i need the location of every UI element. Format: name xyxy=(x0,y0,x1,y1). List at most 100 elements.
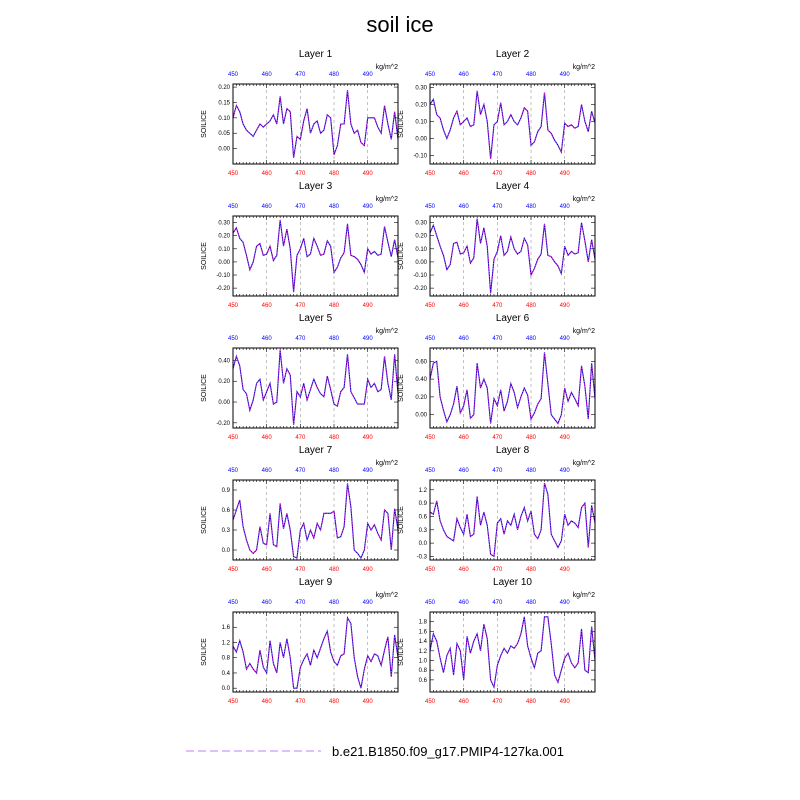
x-tick-label-bottom: 480 xyxy=(329,303,340,309)
y-tick-label: -0.10 xyxy=(216,273,230,279)
y-tick-label: 0.6 xyxy=(419,514,428,520)
plot-frame xyxy=(429,83,596,165)
x-tick-label-bottom: 490 xyxy=(363,699,374,705)
y-tick-label: 0.8 xyxy=(419,668,428,674)
x-tick-label-top: 490 xyxy=(560,72,571,78)
x-tick-label-top: 490 xyxy=(560,204,571,210)
panel-layer-8: Layer 8 kg/m^2 450 450 460 460 470 470 480 480 490… xyxy=(398,445,596,573)
x-tick-label-top: 480 xyxy=(329,468,340,474)
x-tick-label-bottom: 460 xyxy=(459,435,470,441)
y-tick-label: 0.0 xyxy=(222,548,231,554)
panel-layer-3: Layer 3 kg/m^2 450 450 460 460 470 470 480 480 490… xyxy=(201,181,399,309)
y-tick-label: -0.3 xyxy=(417,554,428,560)
series-line xyxy=(429,352,596,425)
unit-label: kg/m^2 xyxy=(376,196,398,203)
y-tick-label: 0.9 xyxy=(419,501,428,507)
x-tick-label-top: 470 xyxy=(295,72,306,78)
x-tick-label-bottom: 470 xyxy=(492,567,503,573)
series-line-dotted xyxy=(232,350,399,425)
y-tick-label: 0.3 xyxy=(222,528,231,534)
x-tick-label-bottom: 450 xyxy=(228,699,239,705)
x-tick-label-top: 490 xyxy=(560,600,571,606)
series-line xyxy=(232,350,399,425)
x-tick-label-top: 480 xyxy=(329,600,340,606)
x-tick-label-bottom: 480 xyxy=(329,699,340,705)
panel-title: Layer 2 xyxy=(496,49,530,60)
x-tick-label-top: 470 xyxy=(295,204,306,210)
y-tick-label: 0.20 xyxy=(218,85,230,91)
x-tick-label-bottom: 450 xyxy=(425,699,436,705)
x-tick-label-bottom: 480 xyxy=(329,435,340,441)
y-tick-label: 1.8 xyxy=(419,620,428,626)
x-tick-label-bottom: 460 xyxy=(262,435,273,441)
series-line xyxy=(429,90,596,159)
y-tick-label: 0.00 xyxy=(218,260,230,266)
x-tick-label-top: 460 xyxy=(262,204,273,210)
x-tick-label-top: 480 xyxy=(329,72,340,78)
unit-label: kg/m^2 xyxy=(376,64,398,71)
plot-frame xyxy=(429,611,596,693)
panel-layer-4: Layer 4 kg/m^2 450 450 460 460 470 470 480 480 490… xyxy=(398,181,596,309)
panel-title: Layer 3 xyxy=(299,181,333,192)
y-axis-label: SOILICE xyxy=(201,110,208,138)
y-tick-label: 1.6 xyxy=(222,625,231,631)
y-tick-label: 0.00 xyxy=(415,260,427,266)
y-axis-label: SOILICE xyxy=(398,374,405,402)
y-tick-label: 0.40 xyxy=(218,358,230,364)
unit-label: kg/m^2 xyxy=(376,592,398,599)
x-tick-label-top: 450 xyxy=(228,204,239,210)
series-line xyxy=(232,219,399,293)
x-tick-label-bottom: 490 xyxy=(363,567,374,573)
x-tick-label-top: 470 xyxy=(492,600,503,606)
x-tick-label-top: 450 xyxy=(425,468,436,474)
x-tick-label-top: 460 xyxy=(459,468,470,474)
x-tick-label-bottom: 490 xyxy=(363,435,374,441)
figure-title: soil ice xyxy=(366,12,433,37)
x-tick-label-bottom: 470 xyxy=(492,303,503,309)
y-tick-label: 0.60 xyxy=(415,359,427,365)
x-tick-label-bottom: 490 xyxy=(560,303,571,309)
panel-title: Layer 8 xyxy=(496,445,530,456)
y-tick-label: 0.00 xyxy=(218,400,230,406)
x-tick-label-top: 470 xyxy=(492,204,503,210)
unit-label: kg/m^2 xyxy=(376,460,398,467)
panel-title: Layer 9 xyxy=(299,577,333,588)
y-tick-label: 1.4 xyxy=(419,639,428,645)
y-tick-label: -0.20 xyxy=(413,286,427,292)
series-line xyxy=(232,483,399,560)
x-tick-label-bottom: 450 xyxy=(228,303,239,309)
x-tick-label-top: 460 xyxy=(459,204,470,210)
series-line-dotted xyxy=(429,482,596,558)
x-tick-label-bottom: 450 xyxy=(228,567,239,573)
x-tick-label-bottom: 470 xyxy=(295,303,306,309)
x-tick-label-top: 460 xyxy=(262,600,273,606)
x-tick-label-bottom: 460 xyxy=(459,567,470,573)
x-tick-label-top: 490 xyxy=(363,600,374,606)
x-tick-label-bottom: 460 xyxy=(459,699,470,705)
x-tick-label-top: 490 xyxy=(363,72,374,78)
y-axis-label: SOILICE xyxy=(398,638,405,666)
x-tick-label-bottom: 460 xyxy=(262,171,273,177)
x-tick-label-top: 480 xyxy=(526,72,537,78)
plot-frame xyxy=(232,479,399,561)
panel-grid: Layer 1 kg/m^2 450 450 460 460 470 470 480 480 490… xyxy=(201,49,596,705)
panel-layer-9: Layer 9 kg/m^2 450 450 460 460 470 470 480 480 490… xyxy=(201,577,399,705)
legend: b.e21.B1850.f09_g17.PMIP4-127ka.001 xyxy=(186,744,564,759)
plot-frame xyxy=(232,347,399,429)
y-tick-label: 1.6 xyxy=(419,629,428,635)
x-tick-label-bottom: 470 xyxy=(295,171,306,177)
x-tick-label-top: 490 xyxy=(363,336,374,342)
x-tick-label-top: 470 xyxy=(492,468,503,474)
x-tick-label-bottom: 470 xyxy=(492,171,503,177)
y-tick-label: 0.10 xyxy=(415,247,427,253)
series-line xyxy=(232,90,399,158)
x-tick-label-top: 490 xyxy=(560,336,571,342)
x-tick-label-top: 470 xyxy=(492,336,503,342)
panel-layer-1: Layer 1 kg/m^2 450 450 460 460 470 470 480 480 490… xyxy=(201,49,399,177)
y-tick-label: 0.10 xyxy=(218,247,230,253)
series-line xyxy=(429,616,596,690)
x-tick-label-top: 450 xyxy=(425,336,436,342)
y-tick-label: 0.10 xyxy=(415,119,427,125)
x-tick-label-bottom: 470 xyxy=(295,699,306,705)
